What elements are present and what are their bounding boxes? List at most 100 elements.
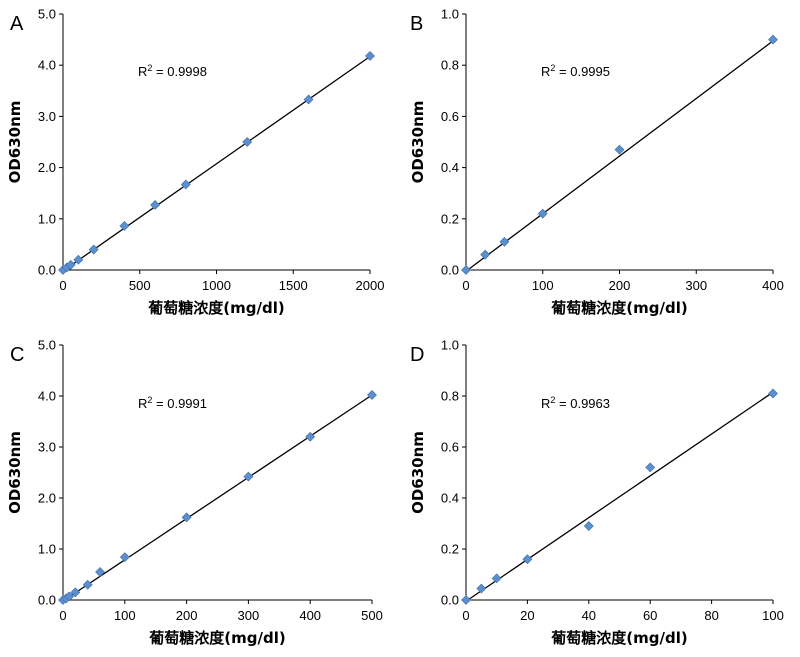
r2-prefix: R — [541, 396, 550, 411]
x-axis-title: 葡萄糖浓度(mg/dl) — [550, 629, 687, 647]
y-axis-title: OD630nm — [409, 431, 427, 514]
r2-value: = 0.9963 — [555, 396, 610, 411]
r2-superscript: 2 — [550, 63, 555, 73]
y-tick-label: 5.0 — [38, 338, 56, 353]
x-tick-label: 0 — [59, 608, 66, 623]
y-axis-title: OD630nm — [6, 431, 24, 514]
r2-superscript: 2 — [550, 395, 555, 405]
data-point — [768, 34, 778, 45]
data-point — [243, 471, 254, 482]
x-tick-label: 500 — [129, 278, 151, 293]
x-tick-label: 0 — [59, 278, 66, 293]
data-point — [537, 208, 548, 219]
data-point — [367, 390, 377, 400]
data-point — [614, 144, 625, 155]
x-tick-label: 80 — [704, 608, 718, 623]
data-point — [95, 567, 106, 577]
x-tick-label: 200 — [609, 278, 631, 293]
x-tick-label: 400 — [299, 608, 321, 623]
y-tick-label: 0.0 — [441, 263, 459, 278]
x-tick-label: 0 — [462, 278, 469, 293]
y-tick-label: 0.4 — [441, 491, 459, 506]
y-axis-title: OD630nm — [409, 101, 427, 184]
data-point — [150, 200, 161, 210]
r2-annotation: R2 = 0.9963 — [541, 395, 610, 411]
y-tick-label: 4.0 — [38, 58, 56, 73]
data-point — [461, 595, 471, 605]
y-tick-label: 1.0 — [38, 542, 56, 557]
y-tick-label: 2.0 — [38, 160, 56, 175]
data-point — [583, 521, 594, 531]
x-tick-label: 100 — [114, 608, 136, 623]
r2-annotation: R2 = 0.9995 — [541, 63, 610, 79]
panel-label: B — [410, 13, 423, 35]
y-tick-label: 0.4 — [441, 160, 459, 175]
data-point — [181, 512, 192, 523]
r2-prefix: R — [541, 64, 550, 79]
y-tick-label: 2.0 — [38, 491, 56, 506]
y-tick-label: 4.0 — [38, 389, 56, 404]
chart-panel-a: A 0.0 1.0 2.0 3.0 4.0 5.0 0 500 1000 1500 2000 葡萄糖浓度… — [6, 7, 384, 318]
x-tick-label: 2000 — [356, 278, 385, 293]
y-tick-label: 0.2 — [441, 211, 459, 226]
chart-panel-d: D 0.0 0.2 0.4 0.6 0.8 1.0 0 20 40 60 80 100 葡萄糖浓度(mg/… — [409, 338, 784, 648]
data-point — [305, 431, 316, 442]
data-point — [480, 249, 491, 260]
y-tick-label: 1.0 — [38, 211, 56, 226]
panel-label: A — [10, 13, 24, 35]
fit-line — [465, 391, 774, 602]
data-point — [242, 137, 253, 147]
r2-annotation: R2 = 0.9998 — [138, 63, 207, 79]
y-axis-title: OD630nm — [6, 101, 24, 184]
y-tick-label: 0.8 — [441, 58, 459, 73]
y-tick-label: 0.0 — [38, 593, 56, 608]
data-point — [461, 265, 471, 275]
fit-line — [62, 394, 373, 602]
x-tick-label: 300 — [238, 608, 260, 623]
chart-panel-c: C 0.0 1.0 2.0 3.0 4.0 5.0 0 100 200 300 400 500 葡萄糖浓度… — [6, 338, 383, 648]
y-tick-label: 0.2 — [441, 542, 459, 557]
y-tick-label: 0.6 — [441, 440, 459, 455]
x-tick-label: 1500 — [279, 278, 308, 293]
chart-panel-b: B 0.0 0.2 0.4 0.6 0.8 1.0 0 100 200 300 400 葡萄糖浓度(mg… — [409, 7, 784, 318]
data-point — [499, 236, 510, 247]
data-point — [476, 583, 487, 594]
r2-prefix: R — [138, 396, 147, 411]
x-tick-label: 300 — [685, 278, 707, 293]
data-point — [65, 259, 76, 270]
x-tick-label: 500 — [361, 608, 383, 623]
x-tick-label: 200 — [176, 608, 198, 623]
y-tick-label: 3.0 — [38, 440, 56, 455]
x-tick-label: 20 — [520, 608, 534, 623]
x-axis-title: 葡萄糖浓度(mg/dl) — [148, 629, 285, 647]
data-point — [303, 94, 314, 105]
fit-line — [465, 40, 774, 272]
data-point — [768, 388, 778, 399]
y-tick-label: 1.0 — [441, 7, 459, 22]
fit-line — [62, 55, 371, 272]
data-point — [491, 573, 502, 584]
x-tick-label: 0 — [462, 608, 469, 623]
data-point — [180, 179, 191, 190]
data-point — [645, 462, 656, 473]
x-tick-label: 100 — [532, 278, 554, 293]
x-axis-title: 葡萄糖浓度(mg/dl) — [147, 299, 284, 317]
data-point — [64, 591, 75, 602]
r2-value: = 0.9995 — [555, 64, 610, 79]
r2-annotation: R2 = 0.9991 — [138, 395, 207, 411]
y-tick-label: 5.0 — [38, 7, 56, 22]
data-point — [88, 244, 99, 255]
y-tick-label: 0.0 — [441, 593, 459, 608]
data-point — [73, 254, 84, 265]
r2-superscript: 2 — [147, 395, 152, 405]
x-tick-label: 400 — [762, 278, 784, 293]
y-tick-label: 1.0 — [441, 338, 459, 353]
r2-superscript: 2 — [147, 63, 152, 73]
x-tick-label: 60 — [643, 608, 657, 623]
panel-label: C — [10, 344, 24, 366]
x-tick-label: 40 — [582, 608, 596, 623]
data-point — [119, 552, 130, 563]
r2-value: = 0.9991 — [152, 396, 207, 411]
data-point — [82, 579, 93, 590]
